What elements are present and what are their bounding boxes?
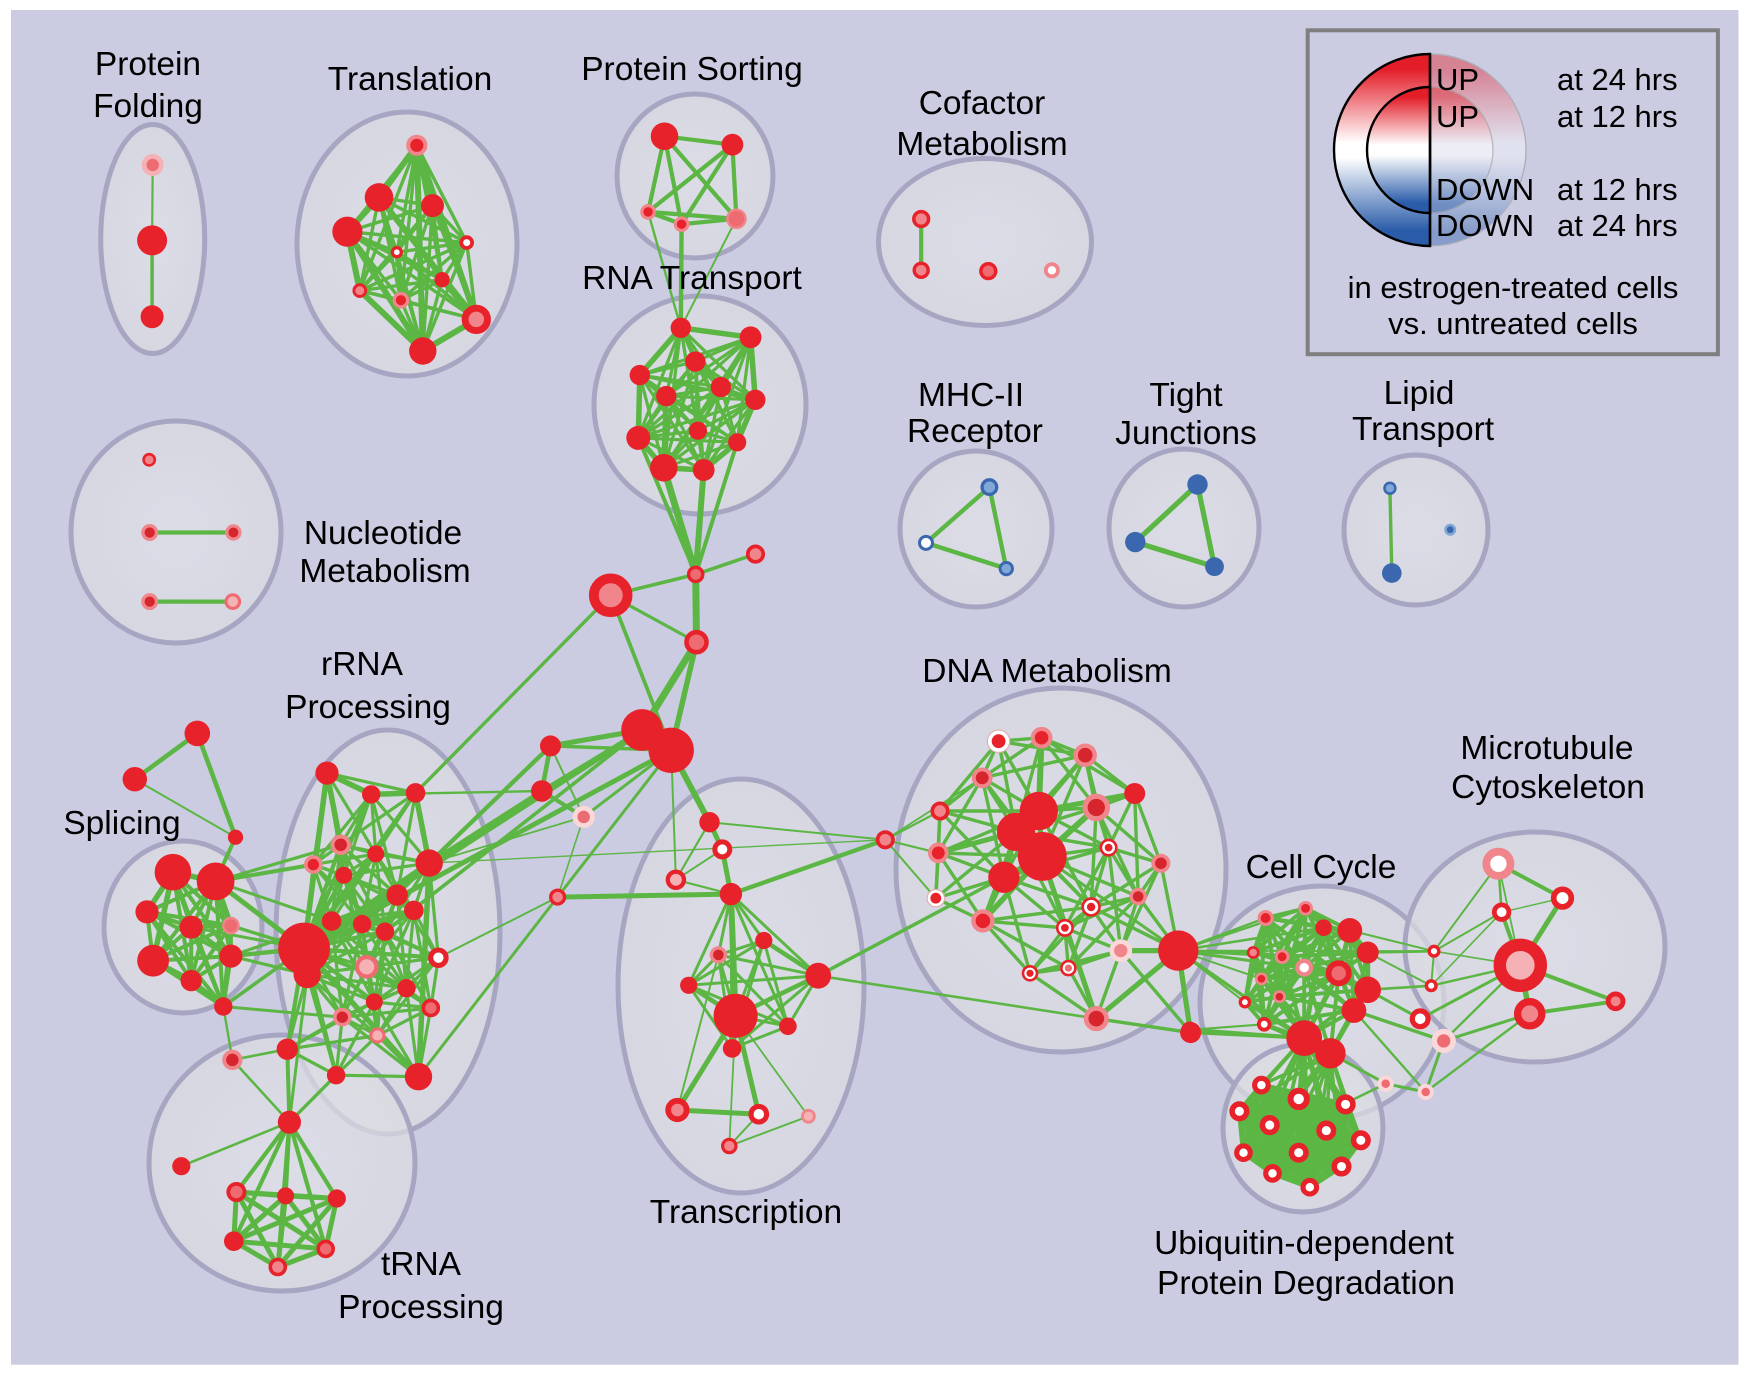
svg-text:at 12 hrs: at 12 hrs — [1557, 99, 1678, 134]
svg-text:UP: UP — [1436, 62, 1479, 97]
svg-text:DOWN: DOWN — [1436, 172, 1534, 207]
svg-text:Tight: Tight — [1149, 377, 1223, 414]
svg-text:Processing: Processing — [338, 1289, 504, 1326]
svg-text:at 24 hrs: at 24 hrs — [1557, 62, 1678, 97]
svg-text:Folding: Folding — [93, 88, 203, 125]
svg-text:Splicing: Splicing — [63, 805, 180, 842]
svg-text:Receptor: Receptor — [907, 413, 1043, 450]
svg-text:Transcription: Transcription — [650, 1194, 842, 1231]
svg-text:Transport: Transport — [1352, 411, 1495, 448]
svg-text:Protein Sorting: Protein Sorting — [581, 51, 803, 88]
svg-text:at 24 hrs: at 24 hrs — [1557, 208, 1678, 243]
svg-text:Metabolism: Metabolism — [896, 126, 1067, 163]
svg-text:Microtubule: Microtubule — [1460, 730, 1633, 767]
svg-text:Junctions: Junctions — [1115, 415, 1257, 452]
svg-text:Nucleotide: Nucleotide — [304, 515, 462, 552]
svg-text:DOWN: DOWN — [1436, 208, 1534, 243]
svg-text:Protein Degradation: Protein Degradation — [1157, 1265, 1455, 1302]
svg-text:in estrogen-treated cells: in estrogen-treated cells — [1348, 270, 1679, 305]
svg-text:tRNA: tRNA — [381, 1246, 462, 1283]
svg-text:vs. untreated cells: vs. untreated cells — [1388, 306, 1638, 341]
svg-text:at 12 hrs: at 12 hrs — [1557, 172, 1678, 207]
svg-text:Cofactor: Cofactor — [919, 85, 1046, 122]
svg-text:Cytoskeleton: Cytoskeleton — [1451, 769, 1645, 806]
svg-text:Ubiquitin-dependent: Ubiquitin-dependent — [1154, 1225, 1455, 1262]
svg-text:Processing: Processing — [285, 689, 451, 726]
svg-text:rRNA: rRNA — [321, 646, 404, 683]
svg-text:Translation: Translation — [328, 61, 492, 98]
svg-text:UP: UP — [1436, 99, 1479, 134]
svg-text:MHC-II: MHC-II — [918, 377, 1024, 414]
svg-text:Protein: Protein — [95, 46, 201, 83]
svg-text:DNA Metabolism: DNA Metabolism — [922, 653, 1171, 690]
svg-text:RNA Transport: RNA Transport — [582, 260, 802, 297]
svg-text:Metabolism: Metabolism — [299, 553, 470, 590]
svg-text:Cell Cycle: Cell Cycle — [1246, 849, 1397, 886]
svg-text:Lipid: Lipid — [1384, 375, 1455, 412]
